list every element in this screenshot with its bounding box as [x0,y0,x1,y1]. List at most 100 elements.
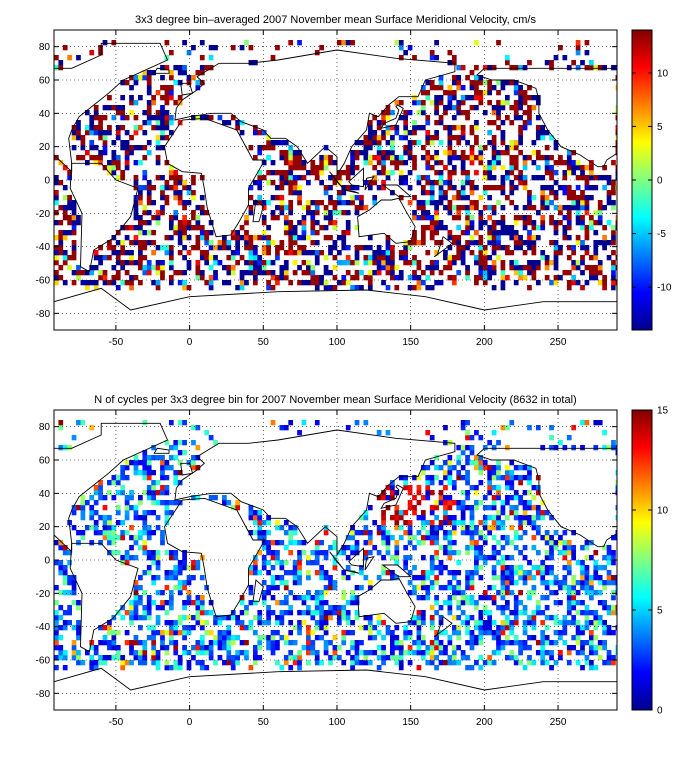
data-cell [168,170,174,176]
data-cell [416,175,422,181]
data-cell [504,100,510,106]
data-cell [297,620,302,626]
data-cell [345,230,351,236]
data-cell [151,250,156,256]
data-cell [562,175,568,181]
data-cell [173,80,179,86]
data-cell [518,480,523,486]
data-cell [319,565,325,571]
data-cell [460,525,466,531]
x-tick-label: 50 [258,337,270,348]
data-cell [283,150,289,156]
data-cell [447,235,453,241]
data-cell [597,270,603,276]
data-cell [589,555,594,561]
data-cell [67,590,72,596]
data-cell [177,80,183,86]
data-cell [345,575,351,581]
data-cell [447,155,453,161]
data-cell [513,280,519,286]
data-cell [434,105,439,111]
data-cell [513,530,519,536]
data-cell [469,445,475,451]
data-cell [535,570,541,576]
data-cell [518,535,523,541]
data-cell [120,605,126,611]
data-cell [279,565,285,571]
data-cell [138,640,143,646]
coastline-4 [174,49,456,177]
data-cell [151,600,156,606]
data-cell [71,230,77,236]
data-cell [297,570,302,576]
data-cell [527,110,532,116]
data-cell [434,600,439,606]
data-cell [182,630,187,636]
data-cell [359,570,364,576]
data-cell [451,235,457,241]
data-cell [527,470,532,476]
data-cell [566,245,572,251]
data-cell [226,615,232,621]
data-cell [509,260,515,266]
data-cell [173,230,179,236]
data-cell [204,650,210,656]
data-cell [283,160,289,166]
data-cell [469,215,475,221]
data-cell [500,85,506,91]
data-cell [244,240,249,246]
data-cell [226,270,232,276]
data-cell [381,120,386,126]
data-cell [146,555,152,561]
data-cell [314,250,320,256]
data-cell [350,260,355,266]
data-cell [451,125,457,131]
data-cell [531,205,537,211]
data-cell [177,655,183,661]
data-cell [496,125,501,131]
data-cell [513,230,519,236]
data-cell [129,495,134,501]
data-cell [345,630,351,636]
data-cell [584,640,590,646]
data-cell [124,510,130,516]
data-cell [213,635,218,641]
heatmap-cells [54,40,618,291]
data-cell [336,175,342,181]
data-cell [319,275,325,281]
data-cell [345,280,351,286]
data-cell [597,640,603,646]
data-cell [257,615,263,621]
data-cell [429,555,435,561]
data-cell [323,155,329,161]
data-cell [491,265,497,271]
data-cell [513,535,519,541]
data-cell [429,540,435,546]
data-cell [584,555,590,561]
data-cell [341,590,347,596]
data-cell [522,120,528,126]
data-cell [606,240,612,246]
data-cell [54,255,59,261]
data-cell [602,285,607,291]
data-cell [319,200,325,206]
data-cell [275,585,280,591]
data-cell [182,585,187,591]
data-cell [164,515,170,521]
data-cell [513,505,519,511]
data-cell [416,280,422,286]
data-cell [381,265,386,271]
data-cell [482,275,488,281]
data-cell [474,75,479,81]
data-cell [500,285,506,291]
data-cell [182,450,187,456]
data-cell [518,140,523,146]
data-cell [230,235,236,241]
data-cell [164,115,170,121]
data-cell [504,575,510,581]
data-cell [146,230,152,236]
data-cell [142,550,148,556]
data-cell [527,480,532,486]
data-cell [354,150,360,156]
data-cell [549,540,554,546]
